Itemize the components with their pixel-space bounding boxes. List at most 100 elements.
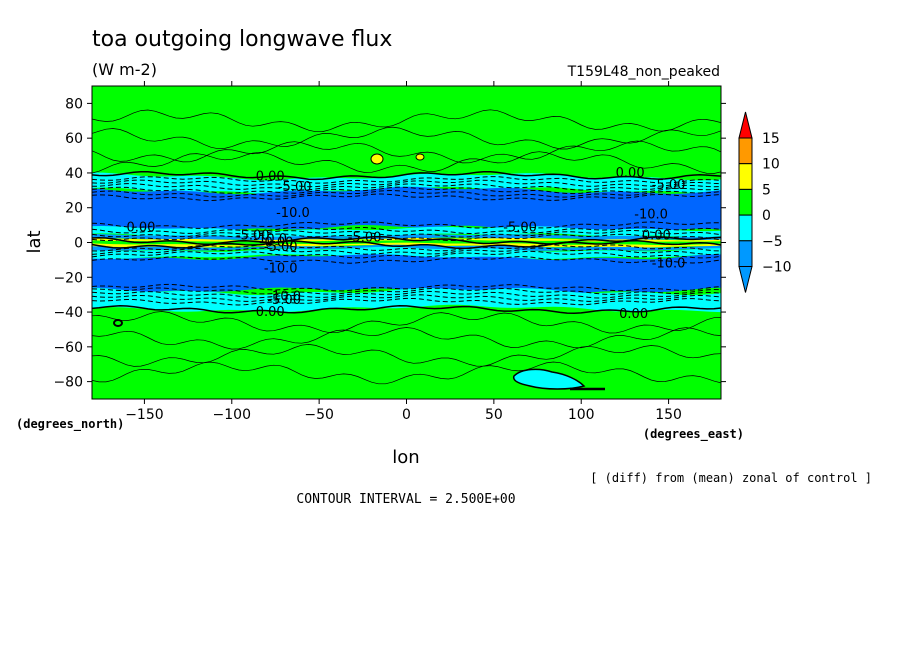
contour-thin-4 xyxy=(91,311,722,334)
contour-thin-2 xyxy=(91,140,722,164)
colorbar: 15 10 5 0 −5 −10 xyxy=(738,111,792,293)
contour-label: 0.00 xyxy=(264,236,293,251)
colorbar-label: 10 xyxy=(762,157,780,173)
contour-label: 0.00 xyxy=(616,166,645,181)
x-unit-note: (degrees_east) xyxy=(643,427,744,442)
band-south-cyan xyxy=(92,287,721,313)
contour-dashed-15 xyxy=(91,287,722,295)
feature-antarctic-cyan xyxy=(512,368,586,390)
contour-thin-6 xyxy=(91,344,722,367)
contour-dashed-18 xyxy=(91,297,722,306)
x-tick-label: 0 xyxy=(402,407,411,423)
y-tick-label: −40 xyxy=(53,305,83,321)
contour-label: -10.0 xyxy=(264,262,298,277)
contour-interval: CONTOUR INTERVAL = 2.500E+00 xyxy=(296,492,515,507)
x-tick-label: 150 xyxy=(655,407,682,423)
contour-zero-0 xyxy=(91,171,722,181)
colorbar-segment xyxy=(738,137,753,165)
chart-title: toa outgoing longwave flux xyxy=(92,27,392,52)
contour-dashed-1 xyxy=(91,179,722,188)
y-tick-label: 60 xyxy=(65,131,83,147)
contour-dashed-6 xyxy=(91,221,722,229)
diff-note: [ (diff) from (mean) zonal of control ] xyxy=(590,471,872,485)
colorbar-segment xyxy=(738,163,753,190)
y-axis: −80 −60 −40 −20 0 20 40 60 80 xyxy=(53,96,726,391)
contour-dashed-5 xyxy=(91,193,722,202)
contour-lines xyxy=(91,109,722,385)
contour-label: 0.00 xyxy=(256,305,285,320)
contour-zero-2 xyxy=(91,235,722,246)
y-unit-note: (degrees_north) xyxy=(16,417,124,432)
contour-dashed-11 xyxy=(91,247,722,256)
contour-dashed-4 xyxy=(91,189,722,198)
contour-dashed-17 xyxy=(91,294,722,302)
band-south-blue xyxy=(92,252,721,296)
contour-thin-1 xyxy=(91,126,722,150)
band-eq-cyan-s xyxy=(92,246,721,259)
y-tick-label: −80 xyxy=(53,375,83,391)
contour-label: 0.00 xyxy=(619,307,648,322)
contour-dashed-13 xyxy=(91,256,722,264)
contour-thin-5 xyxy=(91,327,722,350)
contour-zero-1 xyxy=(91,304,722,315)
colorbar-top-arrow xyxy=(738,111,753,139)
colorbar-label: −5 xyxy=(762,234,783,250)
contour-label: -5.00 xyxy=(278,180,312,195)
colorbar-segment xyxy=(738,214,753,242)
x-tick-label: 50 xyxy=(485,407,503,423)
band-north-cyan xyxy=(92,172,721,195)
contour-labels: 0.00-5.00-10.00.00-5.00-10.0 -5.000.00-5.… xyxy=(126,166,685,322)
feature-yellow-north xyxy=(370,153,384,165)
x-tick-label: −150 xyxy=(125,407,163,423)
contour-thin-0 xyxy=(91,109,722,133)
x-axis: −150 −100 −50 0 50 100 150 xyxy=(125,81,682,423)
y-tick-label: 20 xyxy=(65,201,83,217)
y-axis-label: lat xyxy=(24,230,45,253)
contour-dashed-14 xyxy=(91,283,722,292)
contour-thin-7 xyxy=(91,361,722,385)
contour-label: -5.00 xyxy=(236,229,270,244)
contour-dashed-16 xyxy=(91,290,722,299)
x-tick-label: −100 xyxy=(213,407,251,423)
y-tick-label: −60 xyxy=(53,340,83,356)
colorbar-segment xyxy=(738,240,753,268)
y-tick-label: −20 xyxy=(53,270,83,286)
colorbar-label: −10 xyxy=(762,260,792,276)
feature-south-dot xyxy=(113,319,123,327)
contour-label: -5.00 xyxy=(267,293,301,308)
y-tick-label: 80 xyxy=(65,96,83,112)
contour-label: -5.00 xyxy=(264,240,298,255)
contour-label: -10.0 xyxy=(276,206,310,221)
contour-label: -5.00 xyxy=(503,221,537,236)
contour-zero-3 xyxy=(91,239,722,250)
contour-label: -10.0 xyxy=(634,208,668,223)
band-eq-blue-n xyxy=(92,234,721,241)
contour-label: 0.00 xyxy=(642,229,671,244)
band-eq-green xyxy=(92,240,721,245)
contour-dashed-2 xyxy=(91,183,722,191)
contour-dashed-3 xyxy=(91,186,722,195)
contour-thin-3 xyxy=(91,151,722,174)
contour-dashed-0 xyxy=(91,176,722,184)
contour-label: 0.00 xyxy=(256,169,285,184)
colorbar-segment xyxy=(738,188,753,216)
y-tick-label: 40 xyxy=(65,166,83,182)
band-north-blue xyxy=(92,186,721,233)
contour-dashed-10 xyxy=(91,244,722,252)
band-eq-cyan-n xyxy=(92,226,721,239)
contour-label: -5.00 xyxy=(652,178,686,193)
contour-label: -10.0 xyxy=(267,289,301,304)
x-axis-label: lon xyxy=(392,447,419,468)
colorbar-bottom-arrow xyxy=(738,266,753,293)
contour-label: -10.0 xyxy=(253,232,287,247)
colorbar-label: 0 xyxy=(762,208,771,224)
x-tick-label: −50 xyxy=(304,407,334,423)
contour-dashed-12 xyxy=(91,250,722,259)
contour-dashed-9 xyxy=(91,233,722,242)
contour-dashed-7 xyxy=(91,226,722,235)
x-tick-label: 100 xyxy=(568,407,595,423)
contour-label: -10.0 xyxy=(652,256,686,271)
chart-units: (W m-2) xyxy=(92,60,157,79)
run-label: T159L48_non_peaked xyxy=(567,64,720,80)
